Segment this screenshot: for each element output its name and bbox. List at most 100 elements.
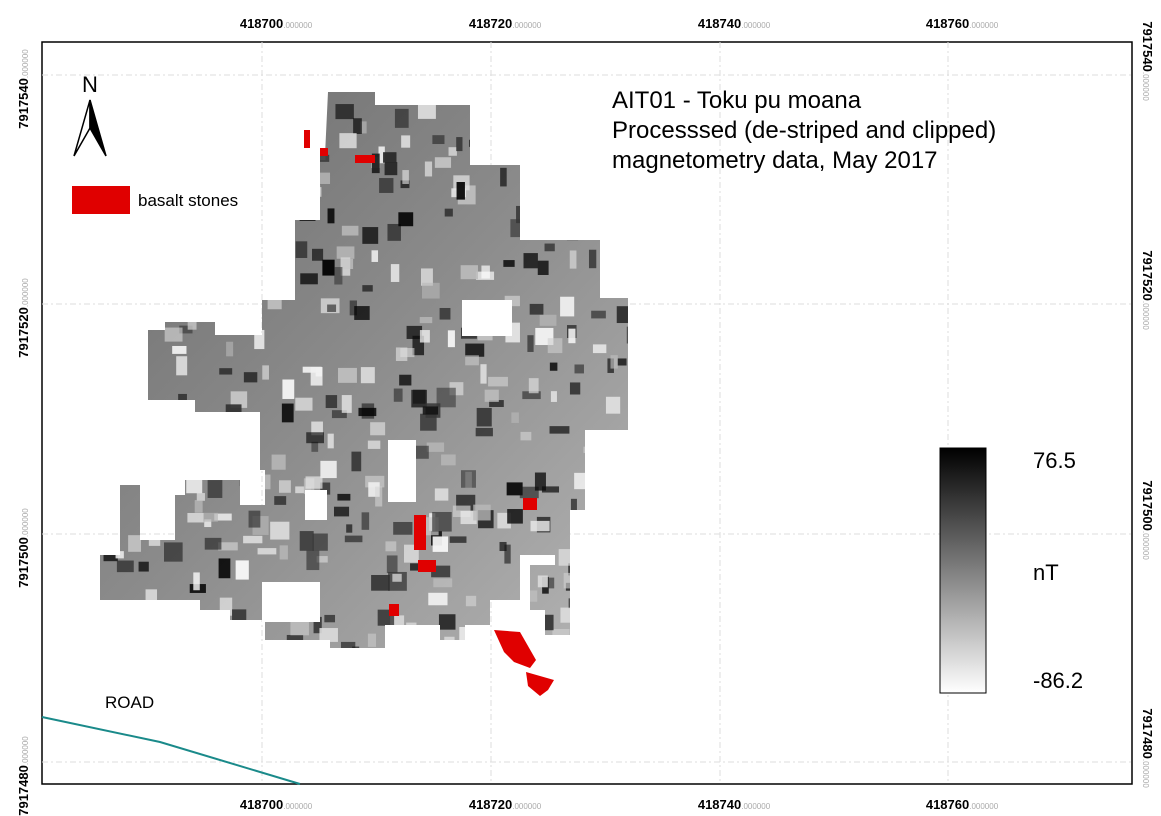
raster-spot (334, 267, 342, 284)
raster-spot (527, 335, 533, 352)
raster-spot (274, 496, 286, 505)
raster-spot (500, 542, 507, 551)
north-label: N (82, 72, 98, 97)
raster-spot (197, 493, 205, 501)
coord-label: 418700.000000 (240, 16, 313, 31)
raster-spot (187, 513, 204, 522)
raster-spot (448, 330, 455, 347)
raster-spot (193, 572, 199, 590)
raster-spot (560, 297, 574, 317)
raster-spot (568, 329, 575, 344)
raster-spot (574, 473, 585, 489)
raster-spot (219, 558, 231, 578)
raster-spot (379, 178, 393, 193)
raster-spot (439, 614, 456, 629)
raster-spot (383, 152, 396, 163)
legend-swatch (72, 186, 130, 214)
raster-spot (303, 367, 322, 373)
coord-label: 7917500.000000 (16, 508, 31, 588)
raster-spot (362, 285, 372, 291)
coord-main: 418760 (926, 797, 969, 812)
coord-label: 418740.000000 (698, 16, 771, 31)
coord-main: 7917480 (1140, 708, 1155, 759)
raster-spot (319, 628, 338, 642)
gap (388, 440, 416, 502)
raster-spot (432, 512, 452, 532)
raster-spot (300, 531, 314, 551)
raster-spot (139, 562, 149, 572)
colorbar-unit: nT (1033, 560, 1059, 585)
raster-spot (461, 470, 476, 488)
raster-spot (591, 311, 606, 319)
raster-spot (432, 135, 444, 144)
raster-spot (370, 422, 385, 435)
raster-spot (128, 535, 141, 552)
raster-spot (375, 487, 382, 507)
raster-spot (488, 377, 508, 387)
legend-label: basalt stones (138, 191, 238, 210)
raster-spot (461, 265, 478, 279)
raster-spot (570, 382, 580, 394)
raster-spot (457, 182, 465, 200)
raster-spot (523, 253, 537, 268)
coord-main: 418760 (926, 16, 969, 31)
raster-spot (351, 452, 361, 472)
raster-spot (440, 308, 451, 320)
raster-spot (425, 162, 432, 177)
raster-spot (165, 328, 183, 342)
coord-main: 7917520 (1140, 250, 1155, 301)
coord-label: 7917540.000000 (1140, 21, 1155, 101)
raster-spot (399, 375, 411, 386)
raster-spot (342, 395, 352, 413)
raster-spot (529, 378, 539, 393)
coord-decimals: .000000 (1141, 301, 1150, 330)
coord-label: 7917520.000000 (1140, 250, 1155, 330)
stone (389, 604, 399, 616)
raster-spot (226, 404, 242, 412)
coord-decimals: .000000 (21, 278, 30, 307)
raster-spot (400, 348, 414, 357)
raster-spot (530, 304, 544, 315)
raster-spot (480, 364, 486, 383)
raster-spot (531, 521, 550, 531)
raster-spot (324, 615, 335, 622)
raster-spot (503, 260, 514, 267)
coord-main: 418720 (469, 16, 512, 31)
raster-spot (394, 389, 403, 402)
raster-spot (473, 505, 490, 521)
coord-decimals: .000000 (283, 802, 312, 811)
raster-spot (262, 365, 269, 379)
colorbar-max: 76.5 (1033, 448, 1076, 473)
gap (305, 490, 327, 520)
coord-label: 418720.000000 (469, 797, 542, 812)
raster-spot (398, 212, 413, 226)
coord-main: 7917520 (16, 307, 31, 358)
raster-spot (423, 406, 438, 414)
raster-spot (387, 555, 398, 573)
raster-spot (368, 634, 376, 647)
raster-spot (435, 157, 451, 168)
raster-spot (346, 524, 352, 532)
raster-spot (320, 461, 336, 478)
raster-spot (545, 244, 555, 252)
raster-spot (477, 408, 492, 427)
raster-spot (272, 455, 286, 470)
raster-spot (428, 593, 447, 605)
coord-label: 418700.000000 (240, 797, 313, 812)
coord-main: 7917540 (1140, 21, 1155, 72)
coord-decimals: .000000 (21, 49, 30, 78)
raster-spot (402, 170, 409, 184)
colorbar-min: -86.2 (1033, 668, 1083, 693)
raster-spot (465, 355, 479, 365)
raster-spot (358, 408, 376, 416)
raster-spot (345, 536, 363, 543)
coord-main: 7917500 (16, 537, 31, 588)
coord-decimals: .000000 (1141, 72, 1150, 101)
raster-spot (339, 133, 356, 148)
raster-spot (243, 536, 262, 543)
stone (418, 560, 436, 572)
raster-spot (618, 358, 627, 365)
raster-spot (606, 397, 620, 414)
raster-spot (296, 241, 308, 258)
coord-label: 418760.000000 (926, 16, 999, 31)
